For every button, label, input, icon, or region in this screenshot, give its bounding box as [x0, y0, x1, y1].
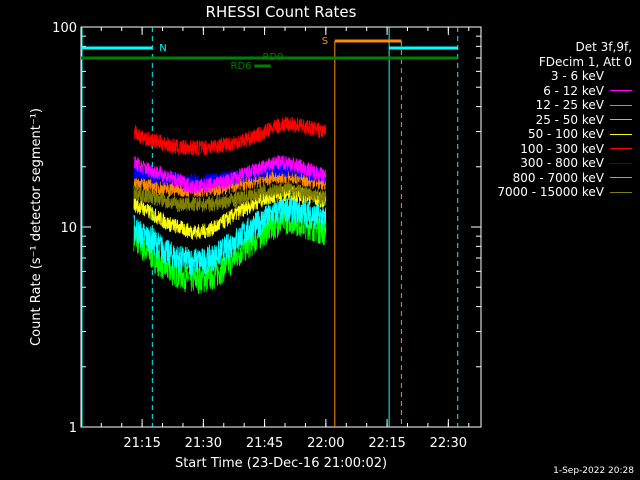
y-tick-label: 1 — [69, 421, 77, 436]
x-tick-label: 22:30 — [430, 436, 467, 451]
legend-item: 3 - 6 keV — [482, 69, 632, 84]
marker-label: N — [159, 43, 166, 54]
y-axis-label: Count Rate (s⁻¹ detector segment⁻¹) — [29, 108, 44, 346]
series-line-5 — [133, 116, 327, 156]
series-line-4 — [133, 184, 327, 240]
legend-label: 12 - 25 keV — [535, 98, 604, 112]
series-line-8 — [133, 181, 327, 213]
legend-item: 25 - 50 keV — [482, 113, 632, 128]
legend-item: 50 - 100 keV — [482, 127, 632, 142]
plot-area: 21:15 21:30 21:45 22:00 22:15 22:30 1 10 100 N S RD… — [52, 21, 482, 451]
legend-item: 800 - 7000 keV — [482, 171, 632, 186]
legend-swatch — [610, 162, 632, 164]
legend-item: 300 - 800 keV — [482, 156, 632, 171]
legend-label: 100 - 300 keV — [520, 141, 604, 156]
legend-item: 7000 - 15000 keV — [482, 185, 632, 200]
legend-item: 6 - 12 keV — [482, 84, 632, 99]
x-tick-label: 21:45 — [246, 436, 283, 451]
x-tick-label: 22:00 — [307, 436, 344, 451]
x-tick-label: 22:15 — [368, 436, 405, 451]
legend-item: 12 - 25 keV — [482, 98, 632, 113]
legend-swatch — [610, 177, 632, 179]
legend-label: 3 - 6 keV — [550, 69, 604, 83]
legend-swatch — [610, 104, 632, 106]
legend-swatch — [610, 148, 632, 150]
legend-label: 25 - 50 keV — [535, 112, 604, 127]
legend-header-line: FDecim 1, Att 0 — [538, 54, 632, 69]
legend-swatch — [610, 191, 632, 193]
legend-swatch — [610, 90, 632, 92]
marker-label: S — [322, 36, 328, 47]
y-tick-label: 100 — [52, 21, 77, 36]
legend-label: 6 - 12 keV — [543, 83, 604, 98]
x-tick-label: 21:30 — [185, 436, 222, 451]
legend-header-line: Det 3f,9f, — [575, 40, 633, 54]
x-tick-label: 21:15 — [123, 436, 160, 451]
legend-items: 3 - 6 keV 6 - 12 keV 12 - 25 keV 25 - 50 ke… — [482, 69, 632, 200]
legend-swatch — [610, 119, 632, 121]
timestamp: 1-Sep-2022 20:28 — [553, 466, 634, 476]
legend-label: 800 - 7000 keV — [512, 170, 604, 185]
legend-item: 100 - 300 keV — [482, 142, 632, 157]
legend-label: 300 - 800 keV — [520, 156, 604, 170]
x-axis-label: Start Time (23-Dec-16 21:00:02) — [175, 456, 387, 471]
legend-label: 50 - 100 keV — [527, 127, 604, 141]
legend-swatch — [610, 133, 632, 135]
legend: Det 3f,9f, FDecim 1, Att 0 3 - 6 keV 6 - … — [482, 40, 632, 200]
y-tick-label: 10 — [60, 221, 77, 236]
series-line-0 — [133, 76, 327, 108]
chart-title: RHESSI Count Rates — [206, 3, 357, 21]
legend-label: 7000 - 15000 keV — [497, 185, 604, 199]
legend-swatch — [610, 75, 632, 77]
marker-label: RD6 — [231, 61, 252, 72]
series-line-1 — [133, 155, 327, 194]
marker-label: RD9 — [263, 52, 284, 63]
